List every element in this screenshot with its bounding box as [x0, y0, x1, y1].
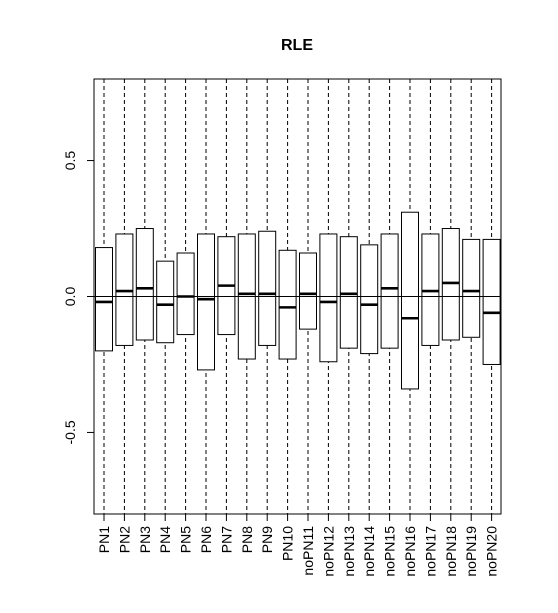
x-tick-label: noPN14: [361, 526, 377, 577]
box: [482, 238, 501, 365]
box: [299, 252, 317, 330]
x-tick-label: noPN20: [484, 526, 500, 577]
box: [156, 260, 175, 344]
box: [278, 249, 297, 360]
x-tick-label: PN10: [280, 526, 296, 561]
x-tick-label: PN7: [218, 526, 234, 553]
box: [360, 244, 379, 355]
x-tick-label: noPN16: [402, 526, 418, 577]
x-tick-label: PN1: [96, 526, 112, 553]
box: [197, 233, 215, 371]
x-tick-label: PN6: [198, 526, 214, 553]
box: [319, 233, 338, 363]
box: [135, 228, 154, 341]
x-tick-label: PN2: [116, 526, 132, 553]
x-tick-label: noPN18: [443, 526, 459, 577]
x-tick-label: noPN19: [463, 526, 479, 577]
box: [339, 236, 358, 349]
chart-title: RLE: [281, 37, 313, 54]
x-tick-label: noPN11: [300, 526, 316, 576]
y-tick-label: 0.0: [62, 287, 78, 307]
x-tick-label: noPN12: [320, 526, 336, 577]
box: [421, 233, 440, 346]
box: [115, 233, 134, 346]
box: [95, 247, 113, 352]
plot-area: [94, 79, 501, 514]
y-axis: -0.5 0.0 0.5: [62, 151, 94, 445]
box: [176, 252, 195, 336]
y-tick-label: 0.5: [62, 151, 78, 171]
box: [401, 211, 419, 390]
box: [441, 228, 460, 341]
box: [258, 230, 277, 346]
x-tick-label: PN4: [157, 526, 173, 553]
x-tick-label: PN3: [137, 526, 153, 553]
x-tick-label: noPN15: [382, 526, 398, 577]
x-tick-label: PN9: [259, 526, 275, 553]
box: [462, 238, 481, 338]
x-axis: PN1 PN2 PN3 PN4 PN5 PN6 PN7 PN8 PN9 PN10 noPN11 noP…: [96, 513, 500, 577]
x-tick-label: noPN17: [422, 526, 438, 577]
box: [380, 233, 399, 349]
x-tick-label: PN5: [178, 526, 194, 553]
y-tick-label: -0.5: [62, 420, 78, 444]
x-tick-label: PN8: [239, 526, 255, 553]
x-tick-label: noPN13: [341, 526, 357, 577]
